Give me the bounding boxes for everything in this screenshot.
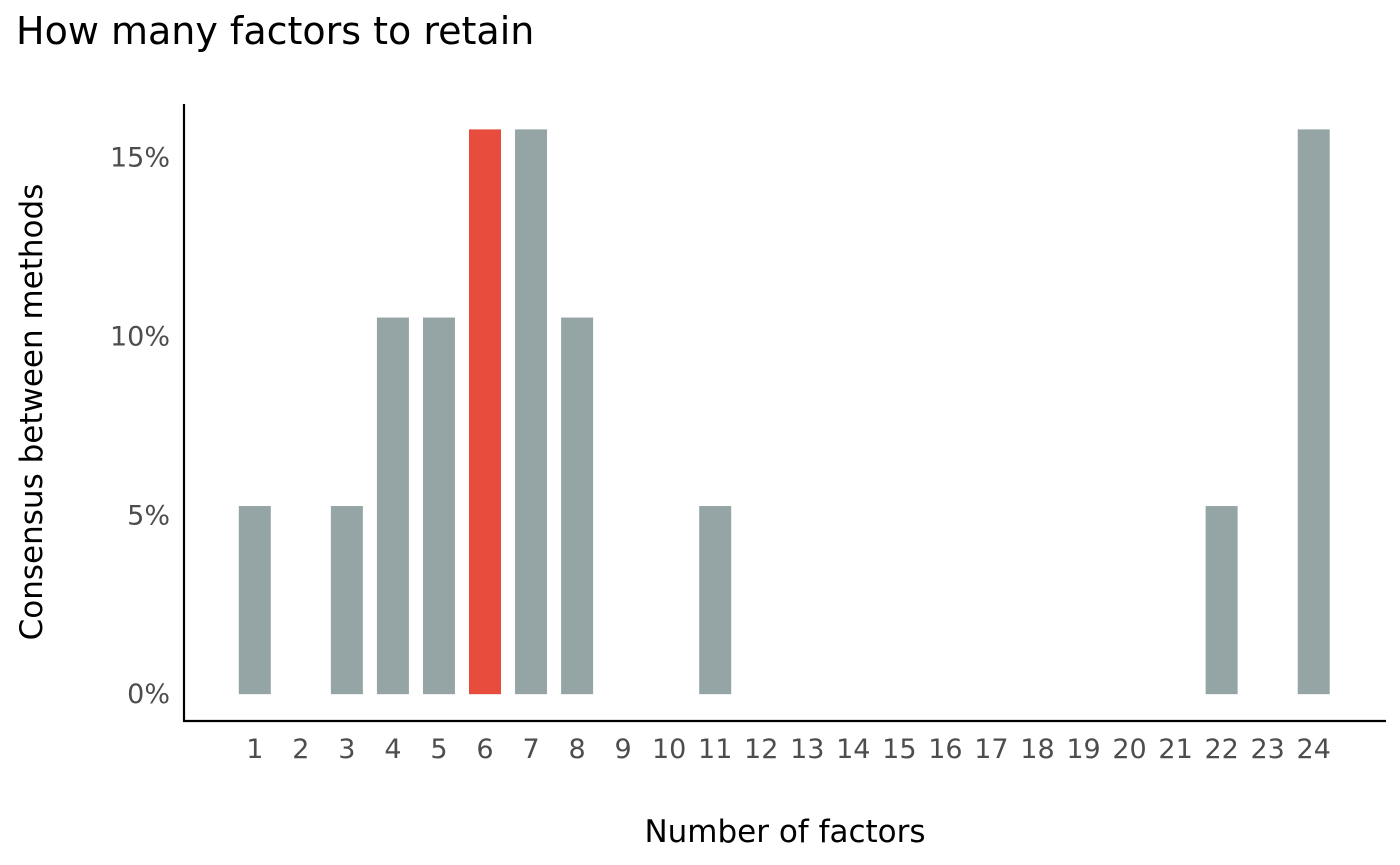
x-tick-label: 23 [1251, 734, 1285, 765]
y-axis-title: Consensus between methods [14, 184, 50, 641]
bars-layer [238, 129, 1330, 695]
bar-7 [515, 129, 548, 695]
y-tick-label: 0% [127, 679, 170, 710]
chart-title: How many factors to retain [16, 9, 534, 53]
x-tick-label: 5 [430, 734, 447, 765]
x-tick-label: 8 [568, 734, 585, 765]
x-tick-label: 19 [1066, 734, 1100, 765]
x-tick-label: 4 [384, 734, 401, 765]
x-tick-label: 16 [928, 734, 962, 765]
x-tick-label: 6 [476, 734, 493, 765]
x-tick-label: 17 [974, 734, 1008, 765]
bar-24 [1297, 129, 1330, 695]
x-tick-label: 13 [790, 734, 824, 765]
x-tick-label: 20 [1112, 734, 1146, 765]
x-tick-label: 18 [1020, 734, 1054, 765]
bar-8 [561, 317, 594, 695]
y-axis-ticks: 0% 5% 10% 15% [110, 143, 170, 711]
bar-6 [469, 129, 501, 695]
x-axis-title: Number of factors [644, 814, 925, 850]
x-axis-ticks: 1 2 3 4 5 6 7 8 9 10 11 12 13 14 15 16 17 18 19 20 21 22 23 24 [246, 734, 1331, 765]
bar-22 [1205, 506, 1238, 695]
y-tick-label: 15% [110, 143, 170, 174]
y-tick-label: 5% [127, 500, 170, 531]
x-tick-label: 12 [744, 734, 778, 765]
x-tick-label: 11 [698, 734, 732, 765]
x-tick-label: 9 [615, 734, 632, 765]
x-tick-label: 14 [836, 734, 870, 765]
bar-5 [422, 317, 455, 695]
x-tick-label: 7 [522, 734, 539, 765]
x-tick-label: 15 [882, 734, 916, 765]
bar-11 [699, 506, 732, 695]
bar-3 [330, 506, 363, 695]
bar-1 [238, 506, 271, 695]
bar-4 [376, 317, 409, 695]
x-tick-label: 21 [1158, 734, 1192, 765]
x-tick-label: 1 [246, 734, 263, 765]
x-tick-label: 10 [652, 734, 686, 765]
y-tick-label: 10% [110, 321, 170, 352]
x-tick-label: 24 [1297, 734, 1331, 765]
x-tick-label: 22 [1204, 734, 1238, 765]
x-tick-label: 3 [338, 734, 355, 765]
x-tick-label: 2 [292, 734, 309, 765]
